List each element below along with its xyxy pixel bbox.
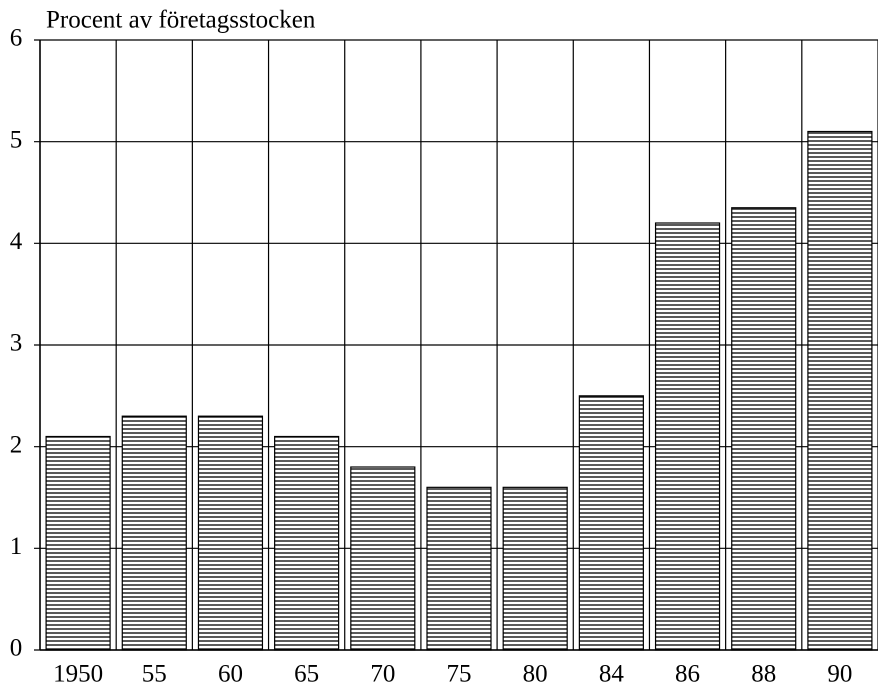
- y-tick-label: 3: [10, 330, 23, 357]
- x-tick-label: 70: [370, 661, 395, 688]
- bar: [121, 415, 187, 651]
- bar: [731, 207, 797, 651]
- x-tick-label: 1950: [53, 661, 103, 688]
- bar: [426, 486, 492, 651]
- x-tick-label: 55: [142, 661, 167, 688]
- bar: [502, 486, 568, 651]
- x-tick-label: 65: [294, 661, 319, 688]
- x-tick-label: 80: [523, 661, 548, 688]
- bar: [274, 435, 340, 651]
- bar: [807, 130, 873, 651]
- y-tick-label: 1: [10, 533, 23, 560]
- y-tick-label: 2: [10, 431, 23, 458]
- x-tick-label: 75: [447, 661, 472, 688]
- y-tick-label: 4: [10, 228, 23, 255]
- bar: [45, 435, 111, 651]
- y-tick-label: 6: [10, 25, 23, 52]
- x-tick-label: 86: [675, 661, 700, 688]
- chart-title: Procent av företagsstocken: [46, 7, 316, 34]
- y-tick-label: 5: [10, 126, 23, 153]
- x-tick-label: 90: [827, 661, 852, 688]
- bar: [350, 466, 416, 651]
- x-tick-label: 60: [218, 661, 243, 688]
- x-tick-label: 88: [751, 661, 776, 688]
- bar: [654, 222, 721, 651]
- bar: [197, 415, 264, 651]
- y-tick-label: 0: [10, 635, 23, 662]
- bar: [578, 395, 644, 651]
- x-tick-label: 84: [599, 661, 625, 688]
